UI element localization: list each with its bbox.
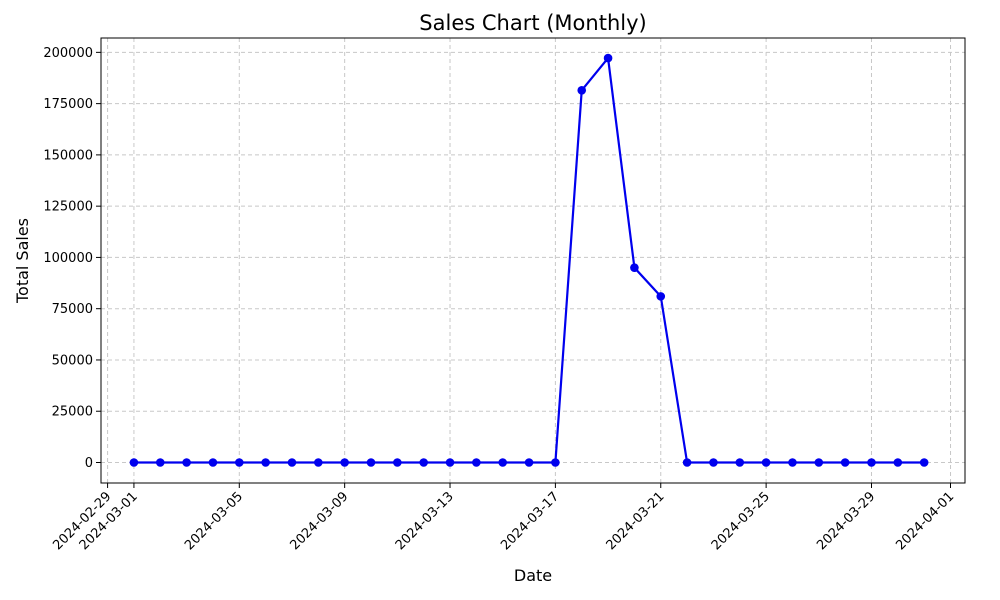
sales-data-point xyxy=(524,458,534,467)
sales-data-point xyxy=(682,458,692,467)
sales-data-point xyxy=(340,458,349,467)
sales-data-point xyxy=(445,458,455,467)
y-tick-label: 50000 xyxy=(52,353,93,368)
sales-data-point xyxy=(393,458,402,467)
sales-data-point xyxy=(472,458,481,467)
sales-data-point xyxy=(366,458,376,467)
sales-data-point xyxy=(709,458,718,467)
sales-data-point xyxy=(788,458,797,467)
sales-data-point xyxy=(577,85,587,95)
sales-data-point xyxy=(419,458,428,467)
sales-data-point xyxy=(630,263,639,272)
sales-data-point xyxy=(893,458,903,467)
y-tick-label: 25000 xyxy=(52,405,93,420)
sales-data-point xyxy=(840,458,850,467)
y-axis-title: Total Sales xyxy=(13,218,32,304)
y-tick-label: 75000 xyxy=(52,302,93,317)
sales-data-point xyxy=(814,458,824,467)
sales-data-point xyxy=(867,458,876,467)
series-layer xyxy=(129,53,929,467)
sales-data-point xyxy=(261,458,270,467)
plot-area-frame xyxy=(100,37,966,484)
sales-data-point xyxy=(656,292,666,301)
sales-data-point xyxy=(287,458,297,467)
y-tick-label: 125000 xyxy=(43,200,93,215)
sales-data-point xyxy=(129,458,139,467)
sales-data-point xyxy=(498,458,508,467)
sales-data-point xyxy=(603,53,613,63)
sales-data-point xyxy=(155,458,165,467)
sales-data-point xyxy=(234,458,244,467)
sales-data-point xyxy=(208,458,218,467)
y-tick-label: 200000 xyxy=(43,46,93,61)
y-axis-ticks: 0 25000 50000 75000 100000 125000 150000 175000… xyxy=(43,46,101,471)
y-tick-label: 150000 xyxy=(43,148,93,163)
sales-data-point xyxy=(761,458,771,467)
sales-data-point xyxy=(735,458,745,467)
x-axis-title: Date xyxy=(514,566,552,585)
sales-data-point xyxy=(314,458,323,467)
sales-data-point xyxy=(551,458,560,467)
sales-data-point xyxy=(919,458,929,467)
y-tick-label: 100000 xyxy=(43,251,93,266)
y-tick-label: 0 xyxy=(85,456,93,471)
y-tick-label: 175000 xyxy=(43,97,93,112)
sales-data-point xyxy=(182,458,191,467)
chart-title: Sales Chart (Monthly) xyxy=(419,11,646,35)
